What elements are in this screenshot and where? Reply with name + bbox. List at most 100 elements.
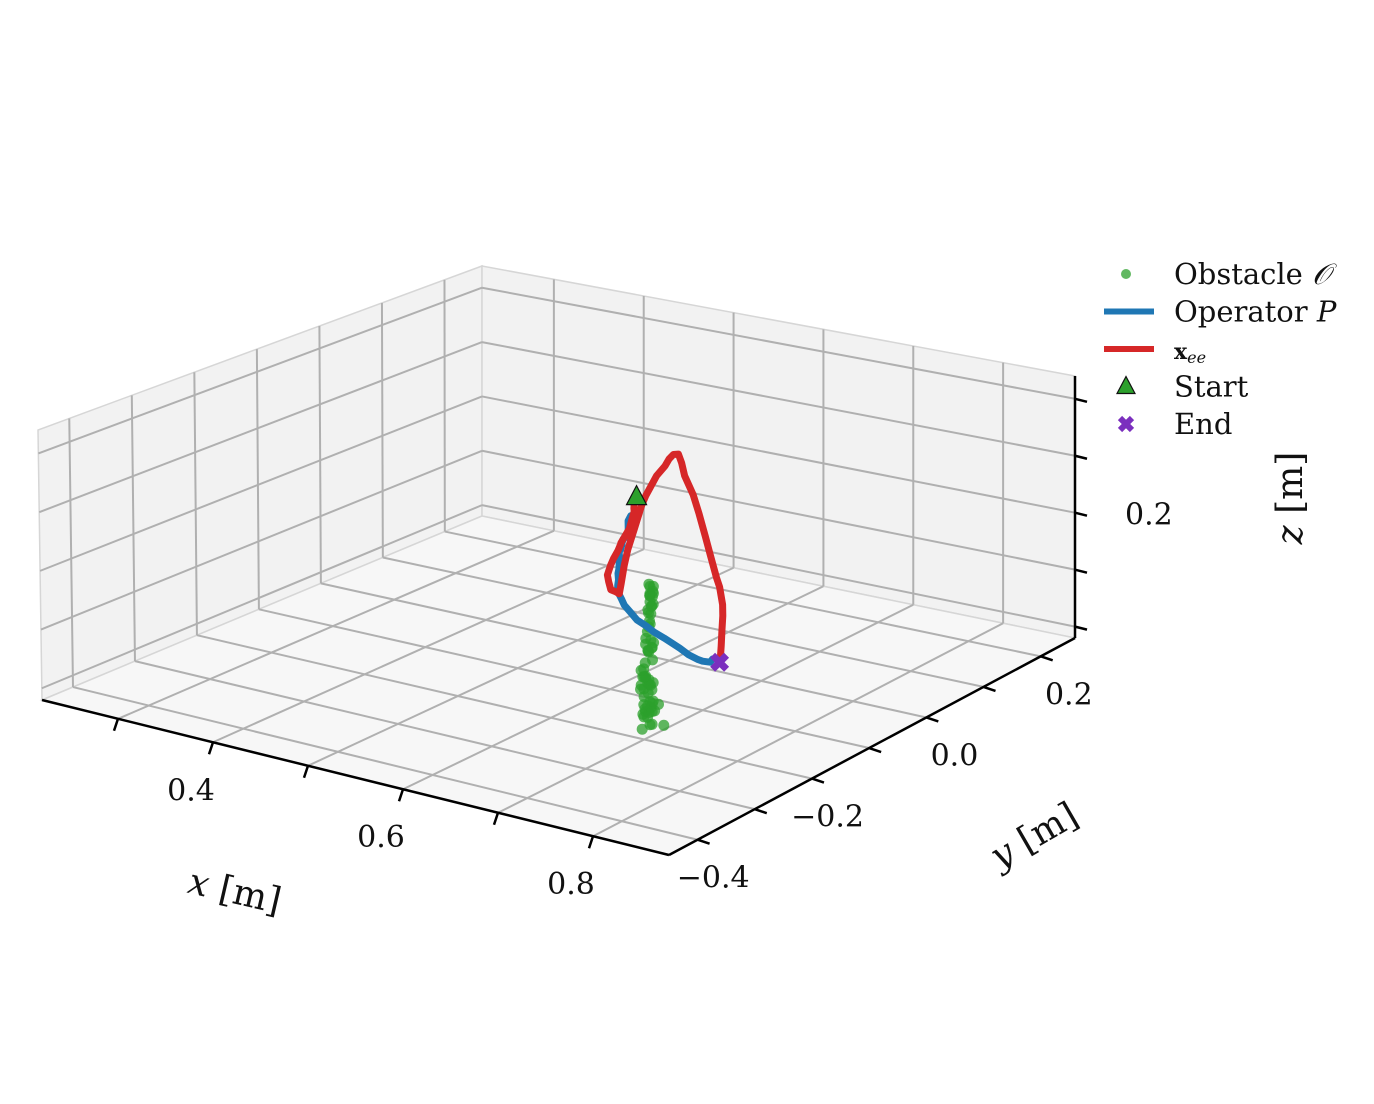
obstacle-point <box>635 679 647 691</box>
y-tick-label: 0.0 <box>931 738 979 773</box>
obstacle-point <box>647 695 659 707</box>
grid-line-y <box>320 582 927 719</box>
z-tick <box>1074 511 1088 517</box>
x-tick <box>587 835 595 849</box>
grid-line-y <box>196 634 813 780</box>
legend-math-base: x <box>1174 339 1188 365</box>
grid-line-y <box>134 660 756 811</box>
legend-label: Obstacle 𝒪 <box>1174 257 1337 291</box>
grid-line-y <box>258 608 870 750</box>
y-tick <box>868 746 882 754</box>
grid-line-y <box>193 372 198 636</box>
legend-swatch-triangle <box>1116 375 1136 395</box>
obstacle-point <box>636 723 648 735</box>
obstacle-point <box>658 719 670 731</box>
legend-label-text: Obstacle <box>1174 257 1312 291</box>
grid-line-z <box>481 341 1076 457</box>
legend-entry-end: End <box>1117 407 1232 441</box>
y-tick <box>1040 655 1054 662</box>
y-tick <box>925 716 939 723</box>
legend-swatch-dot <box>1121 269 1131 279</box>
obstacle-point <box>638 699 650 711</box>
grid-line-y <box>380 302 384 558</box>
obstacle-point <box>645 634 657 646</box>
x-tick-label: 0.6 <box>357 820 405 855</box>
y-tick-label: −0.4 <box>677 861 750 896</box>
axis-ticks: 0.4 0.6 0.8 −0.4 −0.2 0.0 0.2 0.2 <box>112 397 1173 902</box>
grid-line-y <box>72 686 698 841</box>
legend-math-sub: ee <box>1187 348 1206 367</box>
y-tick <box>983 685 996 693</box>
legend-math: 𝒪 <box>1312 257 1337 291</box>
legend-entry-operator: Operator P <box>1104 295 1337 329</box>
legend-swatch-x <box>1117 415 1135 433</box>
grid-line-x <box>212 548 645 744</box>
grid-line-z <box>39 395 483 572</box>
z-tick <box>1074 568 1088 574</box>
legend-label-text: End <box>1174 407 1232 441</box>
legend-label: Start <box>1174 370 1249 404</box>
grid-line-y <box>444 530 1041 658</box>
obstacle-point <box>647 654 658 666</box>
x-tick-label: 0.8 <box>547 867 595 902</box>
grid-line-y <box>255 349 260 610</box>
z-tick <box>1074 625 1088 631</box>
grid-line-z <box>38 341 483 514</box>
legend-label-text: Start <box>1174 370 1249 404</box>
grid-line-z <box>481 504 1076 628</box>
grid-line-x <box>307 566 734 767</box>
grid-line-z <box>37 286 483 455</box>
x-axis-line <box>41 698 670 857</box>
z-axis-title: z [m] <box>1270 452 1311 546</box>
legend-entry-start: Start <box>1116 370 1249 404</box>
y-tick <box>754 807 768 815</box>
x-tick <box>492 812 500 826</box>
grid-line-y <box>130 395 136 662</box>
y-tick-label: 0.2 <box>1045 677 1093 712</box>
axis-title-unit: [m] <box>1270 452 1311 526</box>
obstacle-point <box>643 578 655 590</box>
legend-label: End <box>1174 407 1232 441</box>
grid-line-y <box>382 556 984 688</box>
legend-entry-obstacle: Obstacle 𝒪 <box>1121 257 1337 291</box>
x-tick <box>207 741 215 755</box>
z-tick <box>1074 454 1088 460</box>
x-tick-label: 0.4 <box>167 773 215 808</box>
y-axis-title: y [m] <box>982 795 1086 879</box>
obstacle-point <box>646 684 658 696</box>
y-tick <box>811 777 825 784</box>
grid-line-y <box>318 326 322 584</box>
grid-line-z <box>40 449 483 631</box>
legend-label: xee <box>1174 339 1206 367</box>
grid-line-y <box>68 418 74 688</box>
x-tick <box>112 718 120 732</box>
axis-title-unit: [m] <box>204 866 285 923</box>
legend-entry-x-ee: xee <box>1104 339 1206 367</box>
grid-line-z <box>481 395 1076 514</box>
legend-label-text: Operator <box>1174 295 1317 329</box>
z-tick-label: 0.2 <box>1125 498 1173 533</box>
axes-lines <box>41 376 1077 857</box>
x-tick <box>302 765 310 779</box>
end-marker <box>710 652 730 672</box>
grid-line-z <box>41 504 483 690</box>
axis-title-var: z <box>1270 524 1311 545</box>
start-marker <box>625 484 648 506</box>
grid-line-z <box>481 449 1076 571</box>
y-tick <box>697 838 710 845</box>
y-axis-line <box>668 636 1076 857</box>
grid-line-x <box>402 585 824 791</box>
x-axis-title: x [m] <box>184 861 285 922</box>
x-tick <box>397 788 405 802</box>
grid-line-x <box>117 529 555 720</box>
y-tick-label: −0.2 <box>791 800 864 835</box>
legend-math: P <box>1316 295 1337 329</box>
data-layer <box>603 450 730 735</box>
axes-panes <box>37 264 1078 856</box>
gridlines <box>37 279 1076 841</box>
grid-line-z <box>481 286 1076 400</box>
grid-line-x <box>497 603 914 814</box>
grid-line-x <box>592 622 1004 838</box>
